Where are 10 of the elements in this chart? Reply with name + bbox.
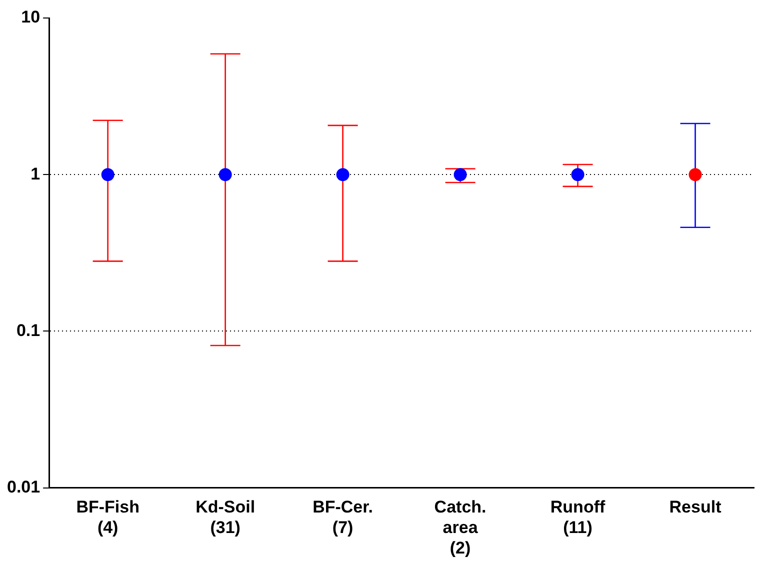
x-tick-label: Catch. area (2) [434,498,486,558]
y-tick-label: 1 [30,164,40,184]
x-tick-label: BF-Cer. (7) [312,498,374,538]
x-tick-label: Runoff (11) [550,498,606,538]
y-tick-label: 0.01 [6,477,40,496]
x-tick-label: BF-Fish (4) [76,498,140,538]
y-tick-label: 10 [21,8,40,27]
y-tick-label: 0.1 [16,320,40,340]
x-tick-label: Result [669,498,722,517]
x-tick-label: Kd-Soil (31) [196,498,256,538]
